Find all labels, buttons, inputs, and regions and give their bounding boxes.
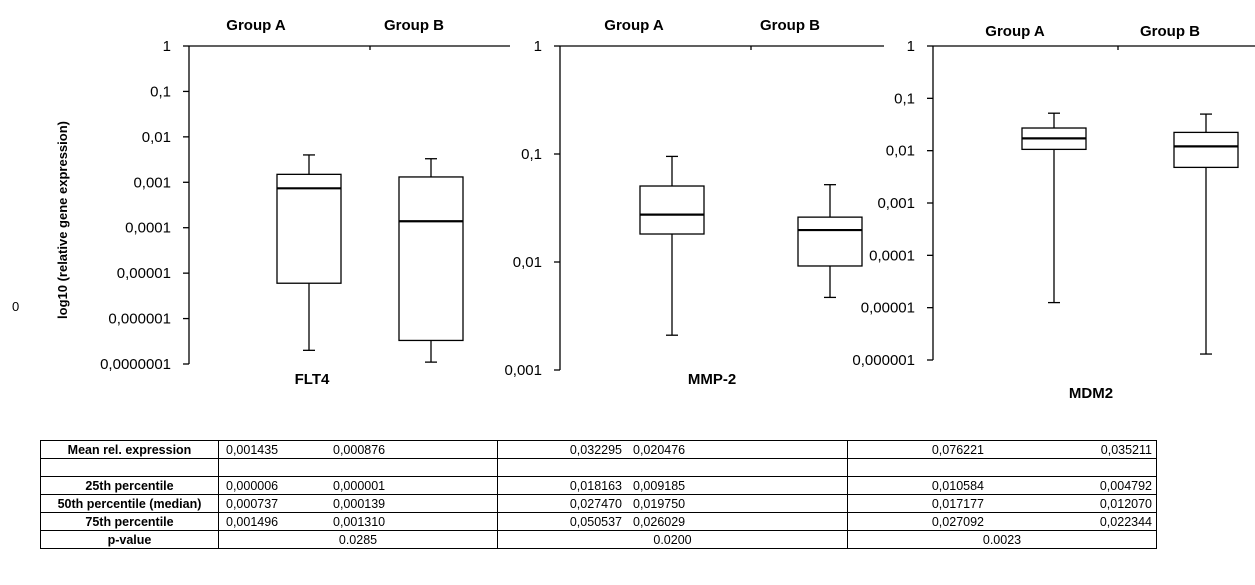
table-cell: 0,000139 [326,494,498,513]
table-cell [497,458,626,477]
group-label-b: Group B [760,17,820,34]
table-cell: 0,000876 [326,440,498,459]
table-row-pvalue: p-value 0.0285 0.0200 0.0023 [40,530,1157,549]
table-row: 50th percentile (median) 0,000737 0,000139… [40,494,1157,513]
table-cell: 0,009185 [626,476,848,495]
table-cell: 0,012070 [988,494,1157,513]
y-tick-label: 0,1 [521,146,542,163]
table-row [40,458,1157,477]
table-cell: 0,010584 [847,476,988,495]
group-label-a: Group A [604,17,664,34]
box-plot-figure: 0 log10 (relative gene expression) 1 0,1 0… [12,17,1255,402]
p-value-cell: 0.0285 [218,530,498,549]
interquartile-box [639,185,705,235]
y-tick-label: 0,00001 [861,300,915,317]
box-plot-mdm2: 1 0,1 0,01 0,001 0,0001 0,00001 0,000001 Group … [852,23,1255,402]
box-group-a [276,154,342,351]
y-tick-label: 0,01 [142,129,171,146]
box-plot-flt4: 1 0,1 0,01 0,001 0,0001 0,00001 0,000001 0,0000… [100,17,510,388]
table-cell: 0,000001 [326,476,498,495]
table-row: 75th percentile 0,001496 0,001310 0,050537 0… [40,512,1157,531]
row-label: 75th percentile [40,512,219,531]
table-cell: 0,020476 [626,440,848,459]
table-cell: 0,001310 [326,512,498,531]
table-cell: 0,076221 [847,440,988,459]
table-cell: 0,019750 [626,494,848,513]
table-cell [847,458,988,477]
stray-zero-label: 0 [12,299,19,314]
gene-label: MDM2 [1069,385,1113,402]
y-tick-label: 0,001 [133,174,171,191]
y-tick-label: 1 [907,38,915,55]
table-cell: 0,018163 [497,476,626,495]
group-label-b: Group B [384,17,444,34]
table-cell: 0,004792 [988,476,1157,495]
statistics-table: Mean rel. expression 0,001435 0,000876 0,03… [40,440,1157,549]
y-tick-label: 0,001 [504,362,542,379]
row-label: 25th percentile [40,476,219,495]
table-cell: 0,027092 [847,512,988,531]
group-label-a: Group A [226,17,286,34]
table-cell: 0,001435 [218,440,326,459]
box-group-b [398,158,464,363]
interquartile-box [276,173,342,284]
box-group-a [1021,112,1087,304]
gene-label: FLT4 [295,371,330,388]
table-cell: 0,026029 [626,512,848,531]
y-tick-label: 0,0001 [869,247,915,264]
group-label-a: Group A [985,23,1045,40]
y-tick-label: 0,001 [877,195,915,212]
y-tick-label: 0,000001 [108,311,171,328]
group-label-b: Group B [1140,23,1200,40]
p-value-cell: 0.0023 [847,530,1157,549]
row-label [40,458,219,477]
table-cell: 0,001496 [218,512,326,531]
table-cell: 0,050537 [497,512,626,531]
box-group-b [1173,113,1239,355]
table-cell: 0,035211 [988,440,1157,459]
table-cell [218,458,326,477]
table-cell: 0,017177 [847,494,988,513]
gene-label: MMP-2 [688,371,736,388]
interquartile-box [398,176,464,342]
y-tick-label: 0,000001 [852,352,915,369]
table-cell: 0,032295 [497,440,626,459]
box-plot-mmp-2: 1 0,1 0,01 0,001 Group A Group B MMP-2 [504,17,884,388]
table-cell: 0,022344 [988,512,1157,531]
table-cell: 0,027470 [497,494,626,513]
y-tick-label: 0,01 [513,254,542,271]
y-tick-label: 0,1 [894,90,915,107]
y-tick-label: 0,0000001 [100,356,171,373]
y-tick-label: 0,01 [886,143,915,160]
box-group-a [639,155,705,336]
row-label: 50th percentile (median) [40,494,219,513]
row-label: p-value [40,530,219,549]
row-label: Mean rel. expression [40,440,219,459]
table-cell: 0,000737 [218,494,326,513]
y-tick-label: 0,00001 [117,265,171,282]
p-value-cell: 0.0200 [497,530,848,549]
table-row: Mean rel. expression 0,001435 0,000876 0,03… [40,440,1157,459]
table-cell [326,458,498,477]
box-group-b [797,184,863,299]
table-cell [626,458,848,477]
y-tick-label: 0,0001 [125,220,171,237]
interquartile-box [797,216,863,267]
y-tick-label: 0,1 [150,83,171,100]
table-cell [988,458,1157,477]
y-axis-label: log10 (relative gene expression) [55,121,70,319]
table-row: 25th percentile 0,000006 0,000001 0,018163 0… [40,476,1157,495]
interquartile-box [1173,131,1239,169]
table-cell: 0,000006 [218,476,326,495]
y-tick-label: 1 [534,38,542,55]
y-tick-label: 1 [163,38,171,55]
